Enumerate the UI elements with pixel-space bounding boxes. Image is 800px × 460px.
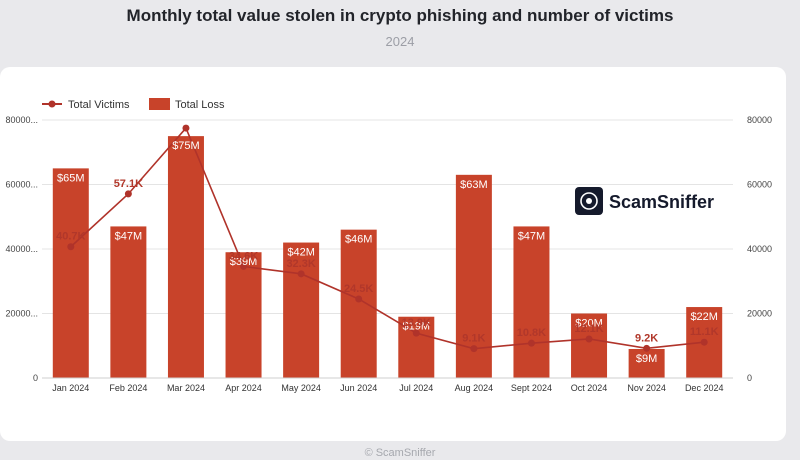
x-tick-label: Aug 2024 <box>455 383 494 393</box>
y-left-tick-label: 0 <box>33 373 38 383</box>
y-right-tick-label: 0 <box>747 373 752 383</box>
loss-bar-label: $22M <box>690 311 718 323</box>
bar-layer <box>52 136 723 378</box>
victims-point <box>470 345 478 353</box>
y-right-tick-label: 80000 <box>747 115 772 125</box>
loss-bar-label: $39M <box>230 256 258 268</box>
legend-victims-marker <box>48 100 56 108</box>
loss-bar <box>571 313 608 378</box>
x-tick-label: Sept 2024 <box>511 383 552 393</box>
scamsniffer-logo-ring <box>580 192 598 210</box>
victims-point <box>124 190 132 198</box>
x-tick-label: Apr 2024 <box>225 383 262 393</box>
victims-point <box>67 243 75 251</box>
victims-point-label: 40.7K <box>56 231 85 243</box>
legend-loss-label: Total Loss <box>175 99 225 111</box>
x-tick-label: Dec 2024 <box>685 383 724 393</box>
loss-bar-label: $47M <box>115 230 143 242</box>
brand-name: ScamSniffer <box>609 192 714 212</box>
x-tick-label: Jan 2024 <box>52 383 89 393</box>
axis-layer: 0 0 20000... 20000 40000... 40000 60000... 6000… <box>5 115 772 393</box>
loss-bar <box>628 348 665 378</box>
chart-subtitle: 2024 <box>385 34 415 49</box>
y-right-tick-label: 60000 <box>747 180 772 190</box>
loss-bar-label: $9M <box>636 353 657 365</box>
scamsniffer-logo-dot <box>586 198 592 204</box>
x-tick-label: Jun 2024 <box>340 383 377 393</box>
x-tick-label: Feb 2024 <box>109 383 147 393</box>
x-tick-label: Mar 2024 <box>167 383 205 393</box>
brand-watermark: ScamSniffer <box>575 187 714 215</box>
y-right-tick-label: 40000 <box>747 244 772 254</box>
chart-title: Monthly total value stolen in crypto phi… <box>126 6 674 25</box>
victims-line <box>70 126 705 350</box>
victims-point-label: 9.2K <box>635 332 658 344</box>
y-left-tick-label: 80000... <box>5 115 38 125</box>
victims-point <box>297 270 305 278</box>
legend-loss-swatch <box>149 98 170 110</box>
victims-line-layer <box>67 124 708 353</box>
loss-bar <box>167 136 204 378</box>
y-right-tick-label: 20000 <box>747 309 772 319</box>
y-left-tick-label: 40000... <box>5 244 38 254</box>
victims-point-label: 13.9K <box>402 317 431 329</box>
x-tick-label: May 2024 <box>281 383 321 393</box>
footer-credit: © ScamSniffer <box>364 447 436 459</box>
victims-point <box>700 338 708 346</box>
victims-point <box>585 335 593 343</box>
loss-bar-label: $75M <box>172 140 200 152</box>
loss-bar <box>455 174 492 378</box>
loss-bar-label: $46M <box>345 234 373 246</box>
loss-bar-label: $19M <box>403 321 431 333</box>
loss-bar-label: $42M <box>287 247 315 259</box>
loss-bar-label: $65M <box>57 172 85 184</box>
loss-bar <box>110 226 147 378</box>
victims-point <box>240 262 248 270</box>
victims-point <box>182 124 190 132</box>
x-tick-label: Nov 2024 <box>627 383 666 393</box>
loss-bar <box>283 242 320 378</box>
victims-point-label: 24.5K <box>344 283 373 295</box>
legend-victims-label: Total Victims <box>68 99 130 111</box>
victims-point-label: 10.8K <box>517 327 546 339</box>
y-left-tick-label: 60000... <box>5 180 38 190</box>
victims-point-label: 9.1K <box>462 333 485 345</box>
loss-bar-label: $20M <box>575 318 603 330</box>
victims-point <box>355 295 363 303</box>
legend: Total Victims Total Loss <box>42 98 225 111</box>
victims-point-label: 12.1K <box>574 323 603 335</box>
victims-point <box>412 329 420 337</box>
x-tick-label: Oct 2024 <box>571 383 608 393</box>
x-tick-label: Jul 2024 <box>399 383 433 393</box>
loss-bar <box>513 226 550 378</box>
loss-bar <box>225 252 262 378</box>
loss-bar <box>52 168 89 378</box>
victims-point <box>527 339 535 347</box>
victims-point-label: 32.3K <box>286 258 315 270</box>
label-layer: $65M $47M $75M $39M $42M $46M $19M $63M $47M $20M… <box>56 140 719 365</box>
loss-bar-label: $47M <box>518 230 546 242</box>
victims-point <box>643 344 651 352</box>
victims-point-label: 11.1K <box>690 326 719 338</box>
victims-point-label: 57.1K <box>114 178 143 190</box>
y-left-tick-label: 20000... <box>5 309 38 319</box>
loss-bar <box>340 229 377 378</box>
victims-point-label: 34.6K <box>229 250 258 262</box>
loss-bar-label: $63M <box>460 179 488 191</box>
